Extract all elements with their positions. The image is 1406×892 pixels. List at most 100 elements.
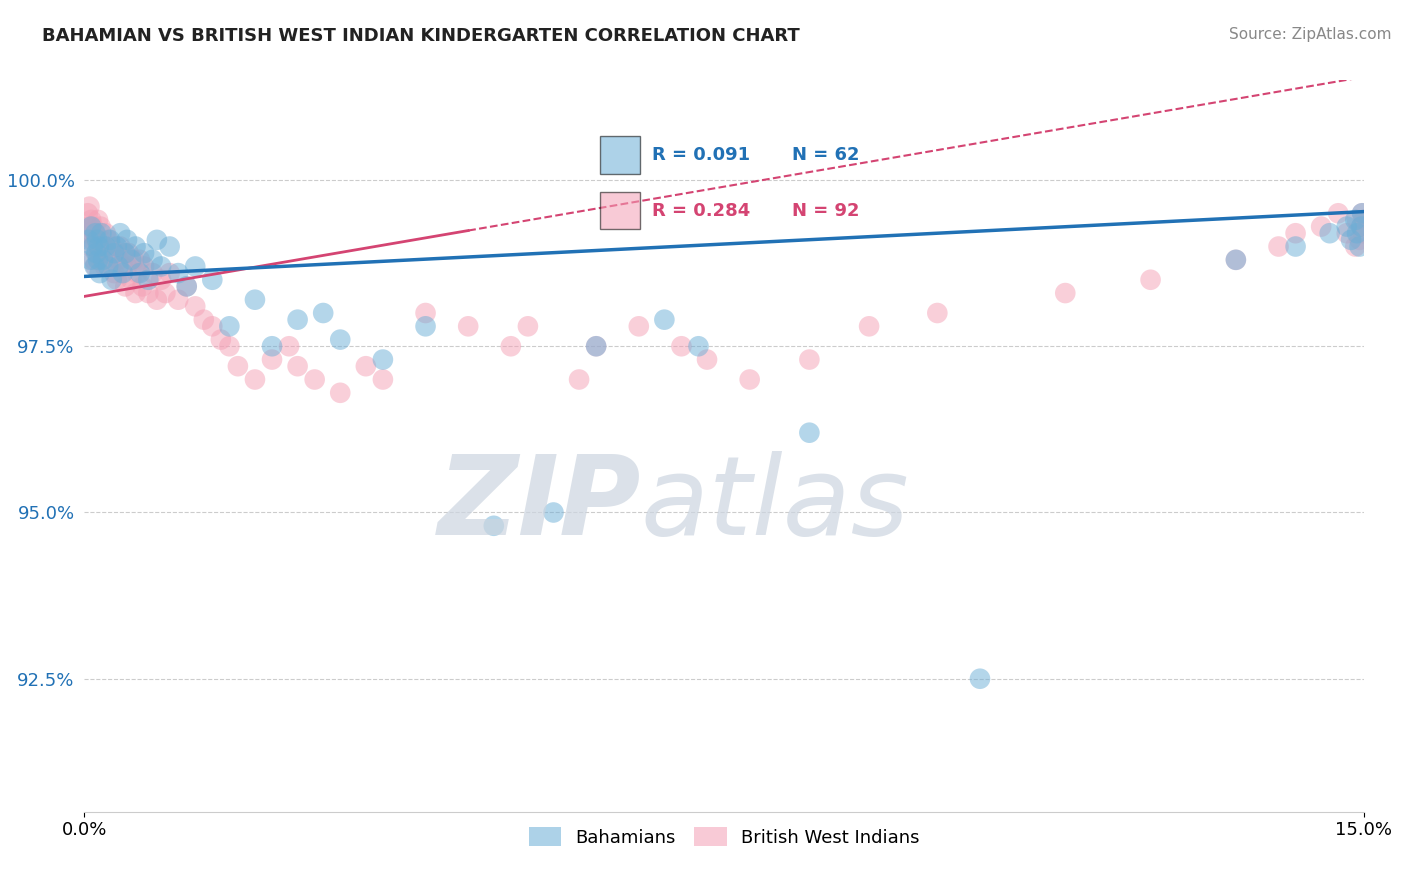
Text: BAHAMIAN VS BRITISH WEST INDIAN KINDERGARTEN CORRELATION CHART: BAHAMIAN VS BRITISH WEST INDIAN KINDERGA…: [42, 27, 800, 45]
Point: [80, 219, 103, 234]
Point: [201, 273, 224, 287]
Point: [1346, 226, 1368, 240]
Point: [80, 213, 103, 227]
Point: [858, 319, 880, 334]
Point: [94, 239, 117, 253]
Point: [91, 252, 114, 267]
Point: [115, 233, 138, 247]
Point: [128, 266, 150, 280]
Point: [89, 266, 111, 280]
Point: [184, 260, 207, 274]
Point: [1225, 252, 1247, 267]
Point: [1054, 286, 1077, 301]
Point: [1340, 233, 1362, 247]
Point: [150, 273, 173, 287]
Text: R = 0.284: R = 0.284: [652, 202, 751, 219]
Point: [278, 339, 301, 353]
Point: [105, 273, 128, 287]
Point: [86, 246, 108, 260]
Point: [84, 233, 107, 247]
Legend: Bahamians, British West Indians: Bahamians, British West Indians: [522, 820, 927, 854]
Point: [76, 206, 98, 220]
Point: [159, 266, 181, 280]
Point: [124, 239, 146, 253]
Point: [83, 226, 105, 240]
Point: [132, 260, 155, 274]
Point: [104, 246, 127, 260]
Point: [696, 352, 718, 367]
Point: [1348, 233, 1371, 247]
Point: [146, 233, 169, 247]
Point: [122, 252, 145, 267]
Point: [87, 213, 110, 227]
Point: [1351, 206, 1374, 220]
FancyBboxPatch shape: [600, 192, 640, 229]
Point: [86, 233, 108, 247]
Point: [1350, 219, 1372, 234]
Point: [107, 260, 129, 274]
Text: Source: ZipAtlas.com: Source: ZipAtlas.com: [1229, 27, 1392, 42]
Point: [1348, 239, 1371, 253]
Point: [969, 672, 991, 686]
Point: [1351, 226, 1374, 240]
Point: [142, 252, 165, 267]
Point: [100, 239, 122, 253]
Point: [90, 219, 112, 234]
Point: [118, 246, 141, 260]
Point: [1351, 206, 1374, 220]
Point: [184, 299, 207, 313]
Point: [84, 246, 107, 260]
Point: [115, 260, 138, 274]
Point: [799, 425, 821, 440]
Point: [1139, 273, 1161, 287]
Point: [1225, 252, 1247, 267]
Point: [108, 226, 131, 240]
Point: [98, 233, 121, 247]
Point: [1344, 239, 1367, 253]
Point: [287, 312, 309, 326]
Point: [127, 266, 149, 280]
Point: [97, 233, 120, 247]
Point: [329, 385, 352, 400]
Point: [94, 226, 117, 240]
Point: [114, 279, 136, 293]
Point: [96, 246, 118, 260]
Point: [312, 306, 335, 320]
Point: [688, 339, 710, 353]
Point: [114, 246, 136, 260]
Point: [499, 339, 522, 353]
Point: [1350, 219, 1372, 234]
Point: [94, 260, 117, 274]
Point: [97, 260, 120, 274]
Point: [543, 506, 565, 520]
Point: [193, 312, 215, 326]
Point: [82, 239, 104, 253]
Point: [128, 252, 150, 267]
Point: [108, 239, 131, 253]
Point: [482, 518, 505, 533]
Point: [103, 266, 125, 280]
Point: [218, 339, 240, 353]
Text: ZIP: ZIP: [437, 451, 641, 558]
Point: [627, 319, 650, 334]
Point: [1344, 213, 1367, 227]
Point: [260, 339, 283, 353]
Point: [142, 266, 165, 280]
Point: [1353, 213, 1375, 227]
Point: [415, 319, 437, 334]
Point: [107, 252, 129, 267]
Point: [1284, 226, 1306, 240]
Point: [138, 286, 160, 301]
Point: [304, 372, 326, 386]
Point: [111, 260, 134, 274]
Point: [243, 293, 266, 307]
Point: [167, 266, 190, 280]
Point: [91, 239, 114, 253]
Point: [83, 252, 105, 267]
Text: N = 62: N = 62: [792, 146, 859, 164]
Point: [415, 306, 437, 320]
Point: [1310, 219, 1333, 234]
Point: [287, 359, 309, 374]
Point: [84, 226, 107, 240]
Point: [90, 226, 112, 240]
